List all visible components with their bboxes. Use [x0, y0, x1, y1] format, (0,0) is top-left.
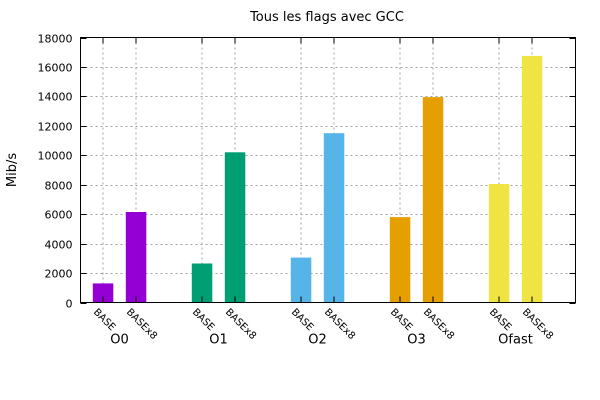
- bar-Ofast-BASEx8: [521, 55, 543, 303]
- bar-O1-BASE: [191, 263, 213, 303]
- bar-O2-BASEx8: [323, 133, 345, 303]
- y-tick-label: 0: [66, 298, 73, 311]
- chart-title: Tous les flags avec GCC: [249, 10, 404, 25]
- y-tick-label: 12000: [38, 121, 73, 134]
- bar-O2-BASE: [290, 257, 312, 303]
- group-label-O3: O3: [407, 333, 426, 348]
- y-tick-label: 4000: [45, 239, 73, 252]
- plot-frame: [80, 37, 576, 303]
- bar-O3-BASEx8: [422, 97, 444, 303]
- y-axis-label: Mib/s: [5, 153, 20, 187]
- bar-O0-BASEx8: [125, 212, 147, 303]
- y-tick-label: 10000: [38, 150, 73, 163]
- y-axis-ticks: 0 2000 4000 6000 8000 10000 12000 14000 16000 180…: [38, 33, 576, 311]
- bar-O0-BASE: [92, 283, 114, 303]
- bar-O3-BASE: [389, 217, 411, 303]
- bar-Ofast-BASE: [488, 184, 510, 303]
- bar-O1-BASEx8: [224, 152, 246, 303]
- y-tick-label: 16000: [38, 62, 73, 75]
- group-label-O0: O0: [110, 333, 129, 348]
- y-tick-label: 14000: [38, 91, 73, 104]
- y-tick-label: 8000: [45, 180, 73, 193]
- y-tick-label: 2000: [45, 268, 73, 281]
- group-label-O1: O1: [209, 333, 228, 348]
- group-label-Ofast: Ofast: [498, 333, 533, 348]
- bars: [92, 55, 543, 303]
- y-tick-label: 18000: [38, 33, 73, 46]
- group-label-O2: O2: [308, 333, 327, 348]
- y-tick-label: 6000: [45, 209, 73, 222]
